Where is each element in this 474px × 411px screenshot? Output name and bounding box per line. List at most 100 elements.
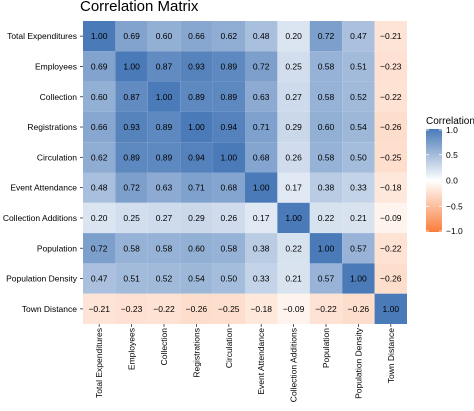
row-labels: Total Expenditures Employees Collection Reg… (3, 31, 83, 314)
legend-tick-label: 1.0 (446, 125, 458, 135)
cell-value-label: 0.89 (156, 152, 173, 162)
cell-value-label: 0.58 (156, 243, 173, 253)
row-label: Event Attendance (10, 183, 77, 193)
column-labels: Total Expenditures Employees Collection Reg… (94, 324, 396, 402)
heatmap-cell (212, 51, 245, 82)
cell-value-label: 0.38 (318, 183, 335, 193)
heatmap-cell (147, 111, 181, 143)
cell-value-label: 1.00 (221, 152, 238, 162)
heatmap-cell (342, 21, 375, 52)
cell-value-label: 0.51 (350, 61, 367, 71)
heatmap-cell (147, 21, 181, 52)
cell-value-label: 0.93 (123, 122, 140, 132)
heatmap-cell (115, 81, 148, 112)
cell-value-label: 0.68 (221, 183, 238, 193)
heatmap-cell (245, 233, 278, 264)
cell-value-label: 0.33 (350, 183, 367, 193)
cell-value-label: −0.25 (380, 152, 402, 162)
legend-ticks: 1.0 0.5 0.0 −0.5 −1.0 (426, 125, 463, 236)
cell-value-label: 0.93 (188, 61, 205, 71)
cell-value-label: −0.22 (315, 304, 337, 314)
cell-value-label: 0.72 (253, 61, 270, 71)
heatmap-cell (374, 21, 407, 52)
cell-value-label: −0.23 (380, 61, 402, 71)
row-label: Registrations (27, 122, 77, 132)
cell-value-label: 0.29 (188, 213, 205, 223)
cell-value-label: 1.00 (188, 122, 205, 132)
column-label: Employees (127, 328, 137, 370)
heatmap-cell (115, 51, 148, 82)
cell-value-label: 0.47 (91, 274, 108, 284)
heatmap-cell (374, 233, 407, 264)
cell-value-label: 0.94 (221, 122, 238, 132)
heatmap-cell (147, 293, 181, 324)
row-label: Population Density (6, 274, 78, 284)
heatmap-cell (147, 81, 181, 112)
color-legend: Correlation 1.0 0.5 0.0 −0.5 −1.0 (426, 116, 474, 236)
heatmap-cell (212, 81, 245, 112)
cell-value-label: 0.87 (123, 92, 140, 102)
cell-value-label: −0.22 (380, 243, 402, 253)
cell-value-label: 0.62 (91, 152, 108, 162)
heatmap-cell (212, 293, 245, 324)
row-label: Population (37, 243, 77, 253)
cell-value-label: 0.89 (221, 92, 238, 102)
cell-value-label: 0.38 (253, 243, 270, 253)
heatmap-cell (245, 142, 278, 173)
heatmap-cell (147, 172, 181, 203)
cell-value-label: 1.00 (156, 92, 173, 102)
cell-value-label: 0.94 (188, 152, 205, 162)
heatmap-cell (180, 263, 213, 294)
heatmap-cell (83, 111, 116, 143)
heatmap-cell (374, 142, 407, 173)
cell-value-label: 0.57 (318, 274, 335, 284)
heatmap-cell (309, 51, 343, 82)
cell-value-label: −0.25 (218, 304, 240, 314)
heatmap-cell (277, 21, 310, 52)
cell-value-label: 0.52 (350, 92, 367, 102)
column-label: Population (321, 328, 331, 368)
cell-value-label: 0.21 (285, 274, 302, 284)
heatmap-cell (83, 81, 116, 112)
heatmap-cell (245, 263, 278, 294)
heatmap-cell (83, 21, 116, 52)
heatmap-cell (115, 263, 148, 294)
heatmap-cell (309, 263, 343, 294)
cell-value-label: 0.58 (318, 61, 335, 71)
heatmap-cell (245, 293, 278, 324)
cell-value-label: 0.72 (318, 31, 335, 41)
heatmap-cell (83, 172, 116, 203)
heatmap-cell (147, 263, 181, 294)
heatmap-cell (245, 81, 278, 112)
heatmap-cell (342, 293, 375, 324)
cell-value-label: 0.58 (123, 243, 140, 253)
heatmap-cell (180, 233, 213, 264)
column-label: Total Expenditures (94, 328, 104, 398)
heatmap-cell (245, 172, 278, 203)
heatmap-cell (180, 21, 213, 52)
heatmap-cell (147, 233, 181, 264)
cell-value-label: 0.25 (123, 213, 140, 223)
column-label: Registrations (191, 328, 201, 378)
heatmap-cell (115, 21, 148, 52)
column-label: Town Distance (386, 328, 396, 384)
row-label: Town Distance (22, 304, 78, 314)
cell-value-label: 0.60 (318, 122, 335, 132)
heatmap-cell (309, 293, 343, 324)
row-label: Circulation (37, 152, 77, 162)
heatmap-cell (309, 172, 343, 203)
cell-value-label: 1.00 (318, 243, 335, 253)
heatmap-cell (180, 111, 213, 143)
cell-value-label: 0.54 (188, 274, 205, 284)
legend-title: Correlation (426, 116, 474, 127)
heatmap-cell (245, 51, 278, 82)
cell-value-label: 0.71 (188, 183, 205, 193)
heatmap-cell (180, 51, 213, 82)
heatmap-cell (115, 233, 148, 264)
column-label: Collection Additions (289, 328, 299, 402)
heatmap-cell (115, 111, 148, 143)
cell-value-label: −0.09 (380, 213, 402, 223)
cell-value-label: 0.17 (253, 213, 270, 223)
heatmap-cell (83, 293, 116, 324)
